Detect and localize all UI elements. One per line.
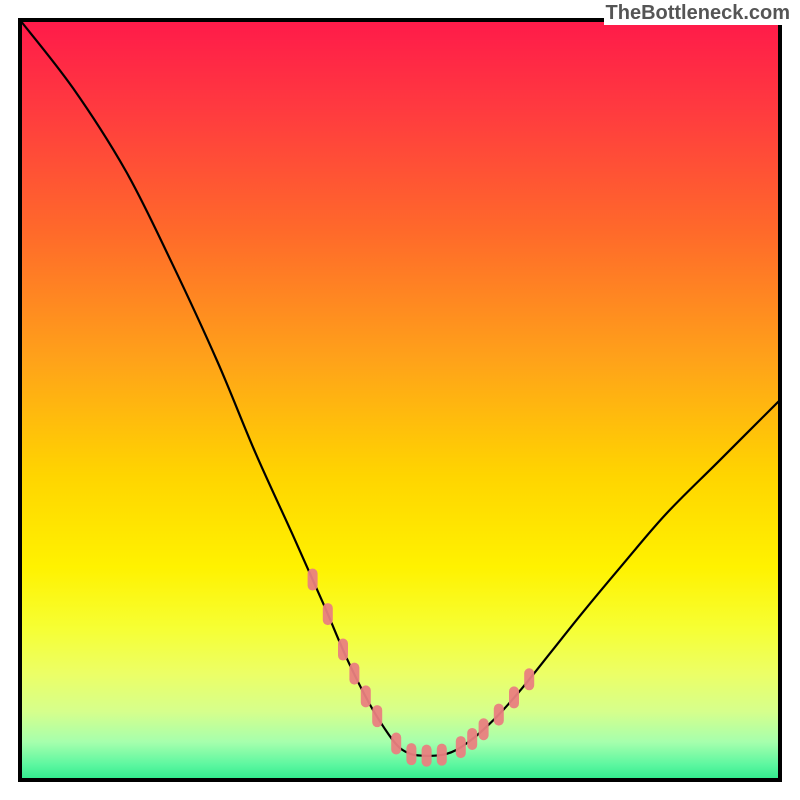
curve-marker [372,705,382,727]
chart-container: TheBottleneck.com [0,0,800,800]
curve-marker [456,736,466,758]
curve-marker [509,686,519,708]
curve-marker [361,685,371,707]
curve-marker [338,639,348,661]
curve-marker [494,704,504,726]
curve-marker [479,718,489,740]
curve-marker [308,569,318,591]
curve-marker [391,733,401,755]
curve-marker [422,745,432,767]
curve-marker [437,744,447,766]
curve-marker [467,728,477,750]
plot-background [20,20,780,780]
curve-marker [524,668,534,690]
curve-marker [349,663,359,685]
bottleneck-chart [0,0,800,800]
curve-marker [406,743,416,765]
watermark-text: TheBottleneck.com [604,2,792,25]
curve-marker [323,603,333,625]
